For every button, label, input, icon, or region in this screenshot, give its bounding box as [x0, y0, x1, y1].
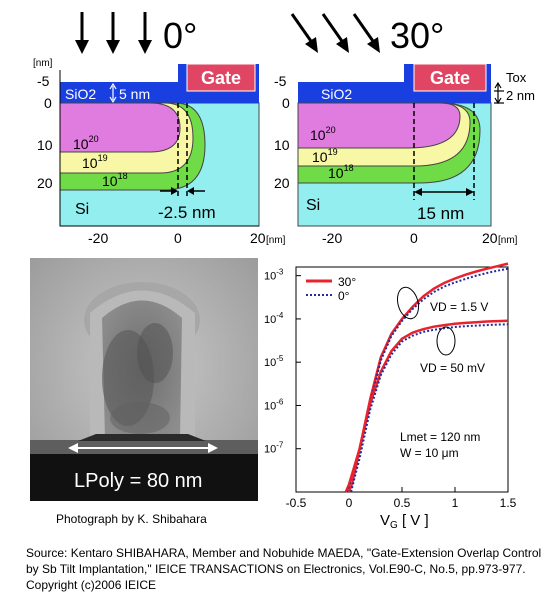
y-tick-label: 10-3 [264, 268, 284, 283]
y-axis-ticks: 10-3 10-4 10-5 10-6 10-7 [264, 268, 301, 456]
tox-value: 2 nm [506, 88, 535, 103]
vd-high-marker [396, 286, 420, 320]
id-vg-chart: 10-3 10-4 10-5 10-6 10-7 -0.5 0 0.5 1 1.5 30° 0°… [264, 262, 517, 531]
overlap-label-0: -2.5 nm [158, 203, 216, 222]
vd-low-marker [436, 326, 456, 356]
unit-label: [nm] [33, 58, 53, 69]
gate-label-30: Gate [430, 68, 470, 88]
gate-0 [186, 63, 256, 92]
y-ticks-0: -5 0 10 20 [37, 73, 53, 191]
overlap-arrow-30 [414, 188, 474, 196]
series-line-30deg-vd-low [347, 319, 509, 493]
x-ticks-0: -20 0 20 [nm] [88, 230, 286, 246]
svg-text:0: 0 [282, 95, 290, 111]
x-tick-label: 0 [346, 496, 353, 510]
overlap-label-30: 15 nm [417, 204, 464, 223]
y-tick-label: 10-5 [264, 354, 284, 369]
legend-label-30: 30° [338, 275, 356, 289]
oxide-label-30: SiO2 [321, 86, 352, 102]
y-tick-label: 10-4 [264, 311, 284, 326]
legend-label-0: 0° [338, 289, 350, 303]
plot-frame [295, 266, 509, 493]
svg-text:[nm]: [nm] [266, 235, 286, 246]
implant-arrows-0deg [75, 12, 152, 54]
svg-text:10: 10 [274, 137, 290, 153]
y-ticks-30: -5 0 10 20 [274, 73, 290, 191]
oxide-thickness-0: 5 nm [119, 86, 150, 102]
contour-1e20-30 [297, 102, 461, 149]
svg-text:20: 20 [37, 175, 53, 191]
tem-image [30, 258, 258, 501]
overlap-arrows-0 [160, 187, 205, 195]
si-label-0: Si [75, 201, 89, 218]
tox-arrow [494, 81, 504, 105]
svg-text:[nm]: [nm] [498, 235, 518, 246]
vd-low-label: VD = 50 mV [420, 361, 485, 375]
x-axis-ticks: -0.5 0 0.5 1 1.5 [286, 487, 517, 510]
si-label-30: Si [306, 197, 320, 214]
panel-30deg: 30° Gate SiO2 Tox 2 nm 1020 1019 1018 Si [274, 13, 535, 246]
oxide-label-0: SiO2 [65, 86, 96, 102]
svg-text:0: 0 [410, 230, 418, 246]
svg-text:-20: -20 [88, 230, 108, 246]
series-layer [344, 262, 509, 493]
photo-caption: Photograph by K. Shibahara [56, 512, 207, 526]
svg-text:-5: -5 [274, 73, 287, 89]
contour-1e20-0 [59, 102, 181, 153]
svg-text:-20: -20 [322, 230, 342, 246]
x-tick-label: -0.5 [286, 496, 307, 510]
x-tick-label: 1.5 [500, 496, 517, 510]
x-tick-label: 0.5 [394, 496, 411, 510]
series-line-0deg-vd-low [350, 323, 509, 493]
gate-30 [413, 63, 487, 92]
svg-text:0: 0 [174, 230, 182, 246]
angle-label-0: 0° [163, 15, 197, 56]
w-label: W = 10 μm [400, 446, 459, 460]
vd-high-label: VD = 1.5 V [430, 300, 488, 314]
svg-text:20: 20 [274, 175, 290, 191]
lpoly-label: LPoly = 80 nm [74, 470, 203, 492]
implant-arrows-30deg [290, 13, 380, 53]
y-tick-label: 10-6 [264, 397, 284, 412]
series-line-0deg-vd-high [346, 267, 509, 493]
panel-0deg: 0° [nm] Gate SiO2 5 nm 1020 1019 1018 Si [33, 12, 286, 246]
source-citation: Source: Kentaro SHIBAHARA, Member and No… [26, 546, 542, 592]
svg-text:10: 10 [37, 137, 53, 153]
y-tick-label: 10-7 [264, 441, 284, 456]
x-tick-label: 1 [452, 496, 459, 510]
tox-label: Tox [506, 70, 527, 85]
svg-text:20: 20 [482, 230, 498, 246]
gate-label-0: Gate [201, 68, 241, 88]
x-axis-label: VG [ V ] [380, 512, 429, 531]
axis-frame-0 [59, 70, 259, 227]
svg-text:-5: -5 [37, 73, 50, 89]
tem-photograph: LPoly = 80 nm [30, 258, 258, 501]
cross-section-diagrams: 0° [nm] Gate SiO2 5 nm 1020 1019 1018 Si [33, 12, 535, 246]
svg-text:0: 0 [44, 95, 52, 111]
x-ticks-30: -20 0 20 [nm] [322, 230, 518, 246]
angle-label-30: 30° [390, 15, 444, 56]
lmet-label: Lmet = 120 nm [400, 430, 480, 444]
legend: 30° 0° [306, 275, 356, 303]
svg-text:20: 20 [250, 230, 266, 246]
oxide-thickness-arrow-0 [109, 82, 117, 104]
